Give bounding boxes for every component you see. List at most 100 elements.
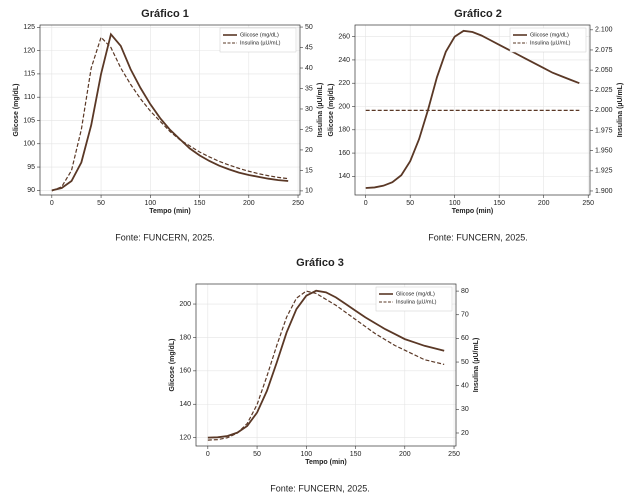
y2-tick-label: 50 bbox=[461, 359, 469, 366]
x-tick-label: 100 bbox=[300, 451, 312, 458]
y2-tick-label: 40 bbox=[305, 65, 313, 72]
series-line bbox=[51, 32, 289, 192]
source-caption: Fonte: FUNCERN, 2025. bbox=[270, 483, 370, 493]
source-caption: Fonte: FUNCERN, 2025. bbox=[115, 232, 215, 242]
y-axis-title: Glicose (mg/dL) bbox=[328, 84, 335, 137]
x-tick-label: 100 bbox=[144, 200, 156, 207]
x-axis-title: Tempo (min) bbox=[149, 208, 190, 215]
y-tick-label: 200 bbox=[179, 301, 191, 308]
y2-tick-label: 1.900 bbox=[595, 188, 613, 195]
plot-frame bbox=[195, 283, 457, 447]
y-tick-label: 140 bbox=[179, 401, 191, 408]
legend-label: Insulina (µU/mL) bbox=[396, 299, 437, 305]
y-tick-label: 200 bbox=[338, 103, 350, 110]
chart: Gráfico 3 Fonte: FUNCERN, 2025. 0 50 100 150 2… bbox=[169, 257, 480, 493]
y-tick-label: 115 bbox=[24, 71, 35, 78]
x-tick-label: 150 bbox=[350, 451, 362, 458]
x-tick-label: 0 bbox=[206, 451, 210, 458]
y-axis-title: Glicose (mg/dL) bbox=[13, 84, 20, 137]
x-axis-title: Tempo (min) bbox=[305, 459, 346, 466]
y-tick-label: 90 bbox=[27, 187, 35, 194]
chart-title: Gráfico 3 bbox=[296, 257, 344, 269]
y-tick-label: 140 bbox=[338, 173, 350, 180]
chart: Gráfico 1 Fonte: FUNCERN, 2025. 0 50 100 150 2… bbox=[13, 8, 324, 242]
y2-tick-label: 1.925 bbox=[595, 168, 613, 175]
y2-tick-label: 2.000 bbox=[595, 107, 613, 114]
y2-tick-label: 60 bbox=[461, 335, 469, 342]
chart-title: Gráfico 2 bbox=[454, 8, 502, 20]
y2-tick-label: 20 bbox=[305, 147, 313, 154]
series-line bbox=[207, 290, 445, 441]
y-tick-label: 120 bbox=[179, 434, 191, 441]
y-axis-title: Glicose (mg/dL) bbox=[169, 339, 176, 392]
x-tick-label: 50 bbox=[97, 200, 105, 207]
y-tick-label: 125 bbox=[23, 24, 35, 31]
y2-tick-label: 10 bbox=[305, 188, 313, 195]
y-tick-label: 110 bbox=[24, 94, 35, 101]
x-tick-label: 200 bbox=[399, 451, 411, 458]
legend-label: Glicose (mg/dL) bbox=[396, 291, 435, 297]
y2-tick-label: 2.100 bbox=[595, 27, 613, 34]
plot-frame bbox=[354, 24, 591, 196]
legend-box bbox=[219, 27, 297, 53]
series-line bbox=[51, 36, 289, 192]
y2-tick-label: 2.050 bbox=[595, 67, 613, 74]
y2-tick-label: 70 bbox=[461, 312, 469, 319]
y2-tick-label: 2.025 bbox=[595, 87, 613, 94]
x-tick-label: 50 bbox=[253, 451, 261, 458]
x-tick-label: 0 bbox=[364, 200, 368, 207]
legend-label: Insulina (µU/mL) bbox=[240, 40, 281, 46]
source-caption: Fonte: FUNCERN, 2025. bbox=[428, 232, 528, 242]
x-tick-label: 0 bbox=[50, 200, 54, 207]
y2-axis-title: Insulina (µU/mL) bbox=[473, 338, 480, 393]
series-line bbox=[365, 29, 580, 189]
y-tick-label: 180 bbox=[338, 127, 350, 134]
y2-tick-label: 15 bbox=[305, 167, 313, 174]
y-tick-label: 180 bbox=[179, 334, 191, 341]
y2-tick-label: 20 bbox=[461, 430, 469, 437]
y-tick-label: 95 bbox=[27, 164, 35, 171]
y-tick-label: 105 bbox=[23, 117, 35, 124]
legend-label: Glicose (mg/dL) bbox=[240, 32, 279, 38]
y-tick-label: 260 bbox=[338, 33, 350, 40]
legend-label: Glicose (mg/dL) bbox=[530, 32, 569, 38]
y2-tick-label: 1.975 bbox=[595, 127, 613, 134]
plot-frame bbox=[39, 24, 301, 196]
y2-tick-label: 45 bbox=[305, 44, 313, 51]
chart: Gráfico 2 Fonte: FUNCERN, 2025. 0 50 100 150 2… bbox=[328, 8, 624, 242]
y2-tick-label: 35 bbox=[305, 85, 313, 92]
x-tick-label: 50 bbox=[406, 200, 414, 207]
y-tick-label: 160 bbox=[338, 150, 350, 157]
y2-tick-label: 30 bbox=[461, 406, 469, 413]
legend-label: Insulina (µU/mL) bbox=[530, 40, 571, 46]
legend-box bbox=[509, 27, 587, 53]
x-tick-label: 200 bbox=[243, 200, 255, 207]
x-tick-label: 250 bbox=[448, 451, 460, 458]
y2-axis-title: Insulina (µU/mL) bbox=[317, 83, 324, 138]
y-tick-label: 160 bbox=[179, 368, 191, 375]
y2-tick-label: 25 bbox=[305, 126, 313, 133]
series-line bbox=[207, 289, 445, 439]
x-tick-label: 150 bbox=[194, 200, 206, 207]
x-axis-title: Tempo (min) bbox=[452, 208, 493, 215]
y2-tick-label: 2.075 bbox=[595, 47, 613, 54]
x-tick-label: 250 bbox=[582, 200, 594, 207]
y2-tick-label: 1.950 bbox=[595, 148, 613, 155]
chart-title: Gráfico 1 bbox=[141, 8, 189, 20]
x-tick-label: 200 bbox=[538, 200, 550, 207]
y2-axis-title: Insulina (µU/mL) bbox=[617, 83, 624, 138]
x-tick-label: 100 bbox=[449, 200, 461, 207]
x-tick-label: 250 bbox=[292, 200, 304, 207]
y2-tick-label: 40 bbox=[461, 383, 469, 390]
y-tick-label: 220 bbox=[338, 80, 350, 87]
y2-tick-label: 80 bbox=[461, 288, 469, 295]
y2-tick-label: 50 bbox=[305, 24, 313, 31]
y-tick-label: 100 bbox=[23, 141, 35, 148]
legend-box bbox=[375, 286, 453, 312]
x-tick-label: 150 bbox=[493, 200, 505, 207]
y-tick-label: 240 bbox=[338, 57, 350, 64]
y-tick-label: 120 bbox=[23, 47, 35, 54]
y2-tick-label: 30 bbox=[305, 106, 313, 113]
